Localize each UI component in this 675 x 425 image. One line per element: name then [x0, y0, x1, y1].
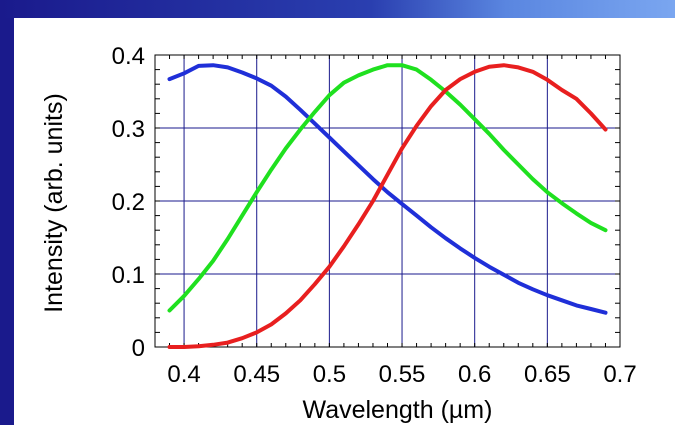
x-tick-label: 0.5	[313, 361, 346, 388]
series-group	[167, 63, 608, 349]
x-tick-label: 0.55	[379, 361, 426, 388]
x-tick-label: 0.65	[524, 361, 571, 388]
x-tick-label: 0.4	[167, 361, 200, 388]
y-tick-label: 0	[132, 335, 145, 362]
green-curve	[167, 63, 608, 313]
grid-lines	[155, 55, 620, 347]
x-tick-label: 0.7	[603, 361, 636, 388]
blue-curve	[167, 63, 608, 315]
x-tick-label: 0.45	[233, 361, 280, 388]
axis-ticks	[154, 54, 621, 348]
x-tick-labels: 0.4 0.45 0.5 0.55 0.6 0.65 0.7	[167, 361, 636, 388]
y-tick-label: 0.3	[112, 116, 145, 143]
y-tick-label: 0.4	[112, 43, 145, 70]
x-tick-label: 0.6	[458, 361, 491, 388]
y-tick-labels: 0 0.1 0.2 0.3 0.4	[112, 43, 145, 362]
x-axis-title: Wavelength (µm)	[303, 396, 493, 424]
y-tick-label: 0.2	[112, 189, 145, 216]
y-tick-label: 0.1	[112, 262, 145, 289]
slide-header-band	[0, 0, 675, 18]
red-curve	[167, 63, 608, 349]
chart-panel	[14, 18, 675, 425]
y-axis-title: Intensity (arb. units)	[40, 93, 68, 313]
